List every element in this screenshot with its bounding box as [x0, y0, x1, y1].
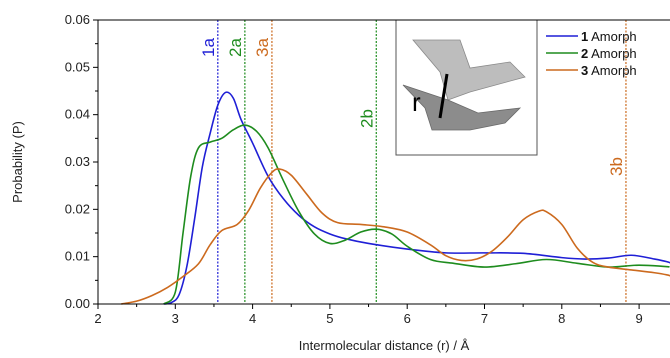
series-2-line — [163, 124, 670, 305]
inset-lower-plane — [402, 84, 522, 131]
reference-label-2a: 2a — [226, 38, 245, 57]
x-tick-label: 4 — [249, 311, 256, 326]
legend-entry-name: Amorph — [588, 63, 636, 78]
reference-label-1a: 1a — [199, 38, 218, 57]
x-tick-label: 3 — [172, 311, 179, 326]
y-tick-label: 0.00 — [65, 296, 90, 311]
series-1-line — [163, 91, 670, 305]
inset-distance-line — [438, 73, 449, 119]
legend-entry-name: Amorph — [588, 46, 636, 61]
legend-entry-1: 1 Amorph — [581, 29, 637, 44]
y-tick-label: 0.04 — [65, 107, 90, 122]
y-ticks: 0.00 0.01 0.02 0.03 0.04 0.05 0.06 — [65, 12, 98, 311]
legend-entry-number: 3 — [581, 63, 588, 78]
legend-entry-number: 2 — [581, 46, 588, 61]
legend-entry-2: 2 Amorph — [581, 46, 637, 61]
legend-entry-3: 3 Amorph — [581, 63, 637, 78]
legend-entry-name: Amorph — [588, 29, 636, 44]
reference-label-2b: 2b — [357, 109, 376, 128]
x-axis-title: Intermolecular distance (r) / Å — [299, 338, 470, 353]
inset-diagram: r — [395, 19, 538, 156]
x-tick-label: 8 — [558, 311, 565, 326]
x-tick-label: 7 — [481, 311, 488, 326]
y-axis-title: Probability (P) — [10, 121, 25, 203]
inset-upper-plane — [412, 39, 526, 101]
x-tick-label: 9 — [635, 311, 642, 326]
x-tick-label: 2 — [94, 311, 101, 326]
x-tick-label: 6 — [404, 311, 411, 326]
reference-label-3b: 3b — [607, 157, 626, 176]
x-ticks: 2 3 4 5 6 7 8 9 — [94, 304, 643, 326]
y-tick-label: 0.01 — [65, 249, 90, 264]
y-tick-label: 0.05 — [65, 59, 90, 74]
series-3-line — [121, 168, 670, 305]
x-tick-label: 5 — [326, 311, 333, 326]
y-tick-label: 0.03 — [65, 154, 90, 169]
y-tick-label: 0.02 — [65, 201, 90, 216]
reference-lines: 1a 2a 3a 2b 3b — [199, 20, 627, 304]
reference-label-3a: 3a — [253, 38, 272, 57]
series-lines — [121, 91, 670, 305]
y-tick-label: 0.06 — [65, 12, 90, 27]
inset-distance-label: r — [412, 87, 421, 117]
legend-entry-number: 1 — [581, 29, 588, 44]
